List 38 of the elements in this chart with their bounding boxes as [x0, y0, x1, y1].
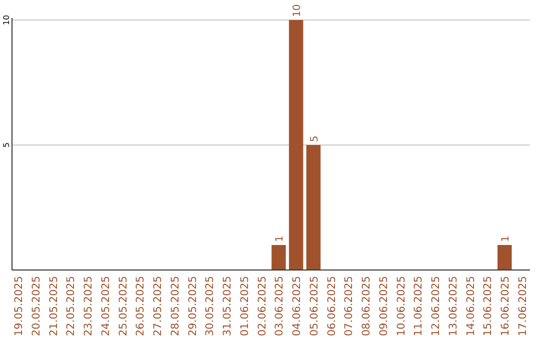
x-tick-label: 05.06.2025 [308, 276, 320, 336]
x-tick-label: 01.06.2025 [238, 276, 251, 336]
bar [306, 145, 321, 270]
x-tick-label: 25.05.2025 [117, 276, 130, 336]
x-tick-label: 04.06.2025 [291, 276, 304, 336]
data-label: 1 [500, 236, 512, 242]
x-tick-label: 20.05.2025 [30, 276, 42, 336]
x-tick-label: 29.05.2025 [186, 276, 199, 336]
x-tick-label: 12.06.2025 [430, 276, 442, 336]
bar [498, 245, 512, 270]
data-label: 5 [309, 136, 320, 142]
x-tick-label: 13.06.2025 [447, 276, 460, 336]
x-tick-label: 08.06.2025 [360, 276, 373, 336]
x-tick-label: 10.06.2025 [395, 276, 408, 336]
x-tick-label: 31.05.2025 [222, 276, 234, 336]
x-tick-label: 22.05.2025 [65, 276, 78, 336]
bar [272, 245, 286, 270]
x-tick-label: 27.05.2025 [152, 276, 164, 336]
x-tick-label: 15.06.2025 [482, 276, 494, 336]
x-tick-label: 28.05.2025 [169, 276, 182, 336]
x-tick-label: 06.06.2025 [326, 276, 338, 336]
x-tick-label: 30.05.2025 [204, 276, 216, 336]
x-tick-label: 19.05.2025 [12, 276, 25, 336]
x-tick-label: 17.06.2025 [517, 276, 530, 336]
x-tick-label: 07.06.2025 [343, 276, 356, 336]
x-tick-label: 02.06.2025 [256, 276, 268, 336]
x-tick-label: 21.05.2025 [48, 276, 60, 336]
x-tick-label: 23.05.2025 [82, 276, 95, 336]
bar [288, 20, 304, 270]
x-tick-label: 14.06.2025 [464, 276, 477, 336]
x-tick-label: 03.06.2025 [274, 276, 286, 336]
x-tick-label: 16.06.2025 [500, 276, 512, 336]
x-tick-label: 11.06.2025 [412, 276, 425, 336]
data-label: 10 [292, 4, 304, 17]
data-label: 1 [274, 236, 286, 242]
x-tick-label: 09.06.2025 [378, 276, 390, 336]
x-tick-label: 24.05.2025 [100, 276, 112, 336]
x-tick-label: 26.05.2025 [134, 276, 147, 336]
